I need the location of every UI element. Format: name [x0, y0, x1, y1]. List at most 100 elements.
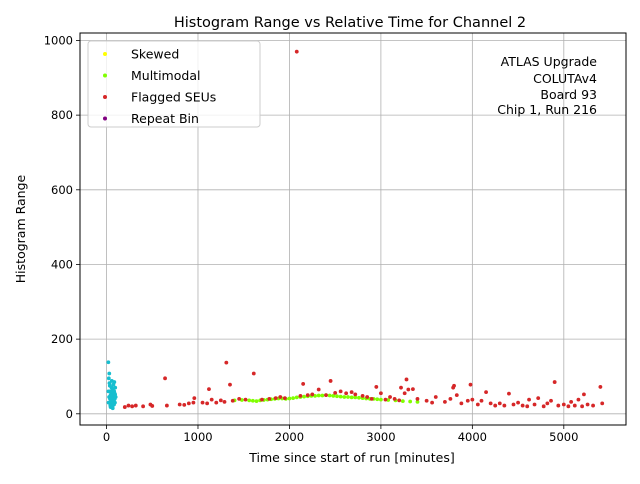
point-multimodal	[287, 396, 292, 401]
point-multimodal	[349, 395, 354, 400]
point-flagged-seus	[305, 393, 310, 398]
point-flagged-seus	[177, 402, 182, 407]
point-flagged-seus	[397, 398, 402, 403]
point-flagged-seus	[237, 396, 242, 401]
point-flagged-seus	[479, 398, 484, 403]
grid-lines	[80, 33, 626, 425]
annotation-line-3: Board 93	[540, 87, 597, 102]
data-points	[106, 49, 605, 411]
point-flagged-seus	[600, 401, 605, 406]
point-flagged-seus	[251, 371, 256, 376]
point-flagged-seus	[541, 404, 546, 409]
x-tick-label: 4000	[458, 430, 487, 444]
point-flagged-seus	[580, 404, 585, 409]
legend-label: Multimodal	[131, 68, 200, 83]
point-multimodal	[335, 394, 339, 399]
point-flagged-seus	[475, 402, 480, 407]
point-multimodal	[342, 395, 347, 399]
point-flagged-seus	[133, 403, 138, 408]
legend-marker	[103, 73, 107, 78]
point-multimodal	[415, 399, 420, 404]
legend-box	[87, 40, 261, 128]
point-multimodal	[250, 398, 255, 403]
x-tick-label: 5000	[549, 430, 578, 444]
point-flagged-seus	[497, 401, 502, 406]
x-axis-label: Time since start of run [minutes]	[248, 450, 454, 465]
legend-label: Flagged SEUs	[131, 90, 216, 105]
point-multimodal	[338, 394, 343, 399]
point-flagged-seus	[591, 403, 595, 408]
point-flagged-seus	[598, 385, 603, 389]
point-multimodal	[291, 396, 295, 401]
point-flagged-seus	[278, 395, 283, 399]
point-multimodal	[327, 393, 332, 398]
point-unlabeled	[106, 376, 111, 381]
point-flagged-seus	[298, 393, 303, 398]
y-tick-label: 600	[51, 183, 73, 197]
point-unlabeled	[107, 383, 112, 388]
point-flagged-seus	[126, 403, 131, 408]
point-flagged-seus	[392, 396, 397, 401]
point-multimodal	[316, 393, 321, 398]
point-flagged-seus	[545, 401, 550, 406]
x-tick-label: 3000	[366, 430, 395, 444]
point-flagged-seus	[520, 403, 525, 408]
point-unlabeled	[111, 402, 116, 407]
point-unlabeled	[110, 406, 115, 411]
legend-label: Repeat Bin	[131, 111, 199, 126]
legend: Skewed Multimodal Flagged SEUs Repeat Bin	[87, 40, 261, 128]
y-tick-label: 800	[51, 108, 73, 122]
point-multimodal	[375, 397, 380, 402]
point-multimodal	[254, 399, 259, 404]
point-flagged-seus	[316, 387, 321, 392]
point-flagged-seus	[484, 390, 488, 395]
point-unlabeled	[108, 393, 113, 398]
y-axis-label: Histogram Range	[13, 174, 28, 283]
point-multimodal	[378, 397, 383, 402]
point-flagged-seus	[561, 402, 566, 407]
point-flagged-seus	[532, 402, 537, 407]
point-flagged-seus	[572, 403, 577, 408]
point-flagged-seus	[585, 402, 590, 407]
point-flagged-seus	[333, 390, 338, 395]
point-flagged-seus	[468, 382, 473, 387]
point-flagged-seus	[383, 397, 388, 402]
point-flagged-seus	[260, 397, 264, 402]
annotation-line-4: Chip 1, Run 216	[497, 102, 597, 117]
point-flagged-seus	[402, 391, 407, 396]
point-flagged-seus	[267, 396, 272, 401]
point-flagged-seus	[511, 402, 516, 407]
point-multimodal	[302, 394, 306, 399]
point-unlabeled	[113, 385, 118, 390]
point-flagged-seus	[516, 400, 520, 405]
point-flagged-seus	[207, 387, 211, 392]
point-flagged-seus	[338, 389, 343, 394]
point-flagged-seus	[502, 403, 507, 408]
point-flagged-seus	[141, 404, 146, 409]
annotation-line-2: COLUTAv4	[533, 71, 597, 86]
point-flagged-seus	[525, 404, 530, 409]
point-flagged-seus	[243, 397, 248, 402]
point-flagged-seus	[493, 403, 498, 408]
point-flagged-seus	[556, 403, 561, 408]
point-flagged-seus	[448, 396, 453, 401]
point-flagged-seus	[349, 390, 354, 395]
run-annotation: ATLAS Upgrade COLUTAv4 Board 93 Chip 1, …	[497, 54, 597, 117]
point-multimodal	[357, 395, 361, 400]
point-flagged-seus	[452, 383, 456, 388]
axis-ticks: 0 1000 2000 3000 4000 5000 0 200 400 600 800 1000	[44, 33, 579, 444]
legend-label: Skewed	[131, 47, 179, 62]
point-flagged-seus	[294, 49, 299, 54]
point-multimodal	[408, 399, 413, 404]
annotation-line-1: ATLAS Upgrade	[501, 54, 598, 69]
point-flagged-seus	[576, 397, 581, 402]
point-flagged-seus	[433, 395, 438, 399]
point-multimodal	[400, 399, 405, 404]
point-flagged-seus	[224, 360, 229, 365]
point-flagged-seus	[527, 397, 531, 402]
point-flagged-seus	[488, 401, 493, 406]
point-multimodal	[294, 395, 299, 400]
point-flagged-seus	[399, 385, 403, 390]
point-flagged-seus	[507, 391, 511, 396]
